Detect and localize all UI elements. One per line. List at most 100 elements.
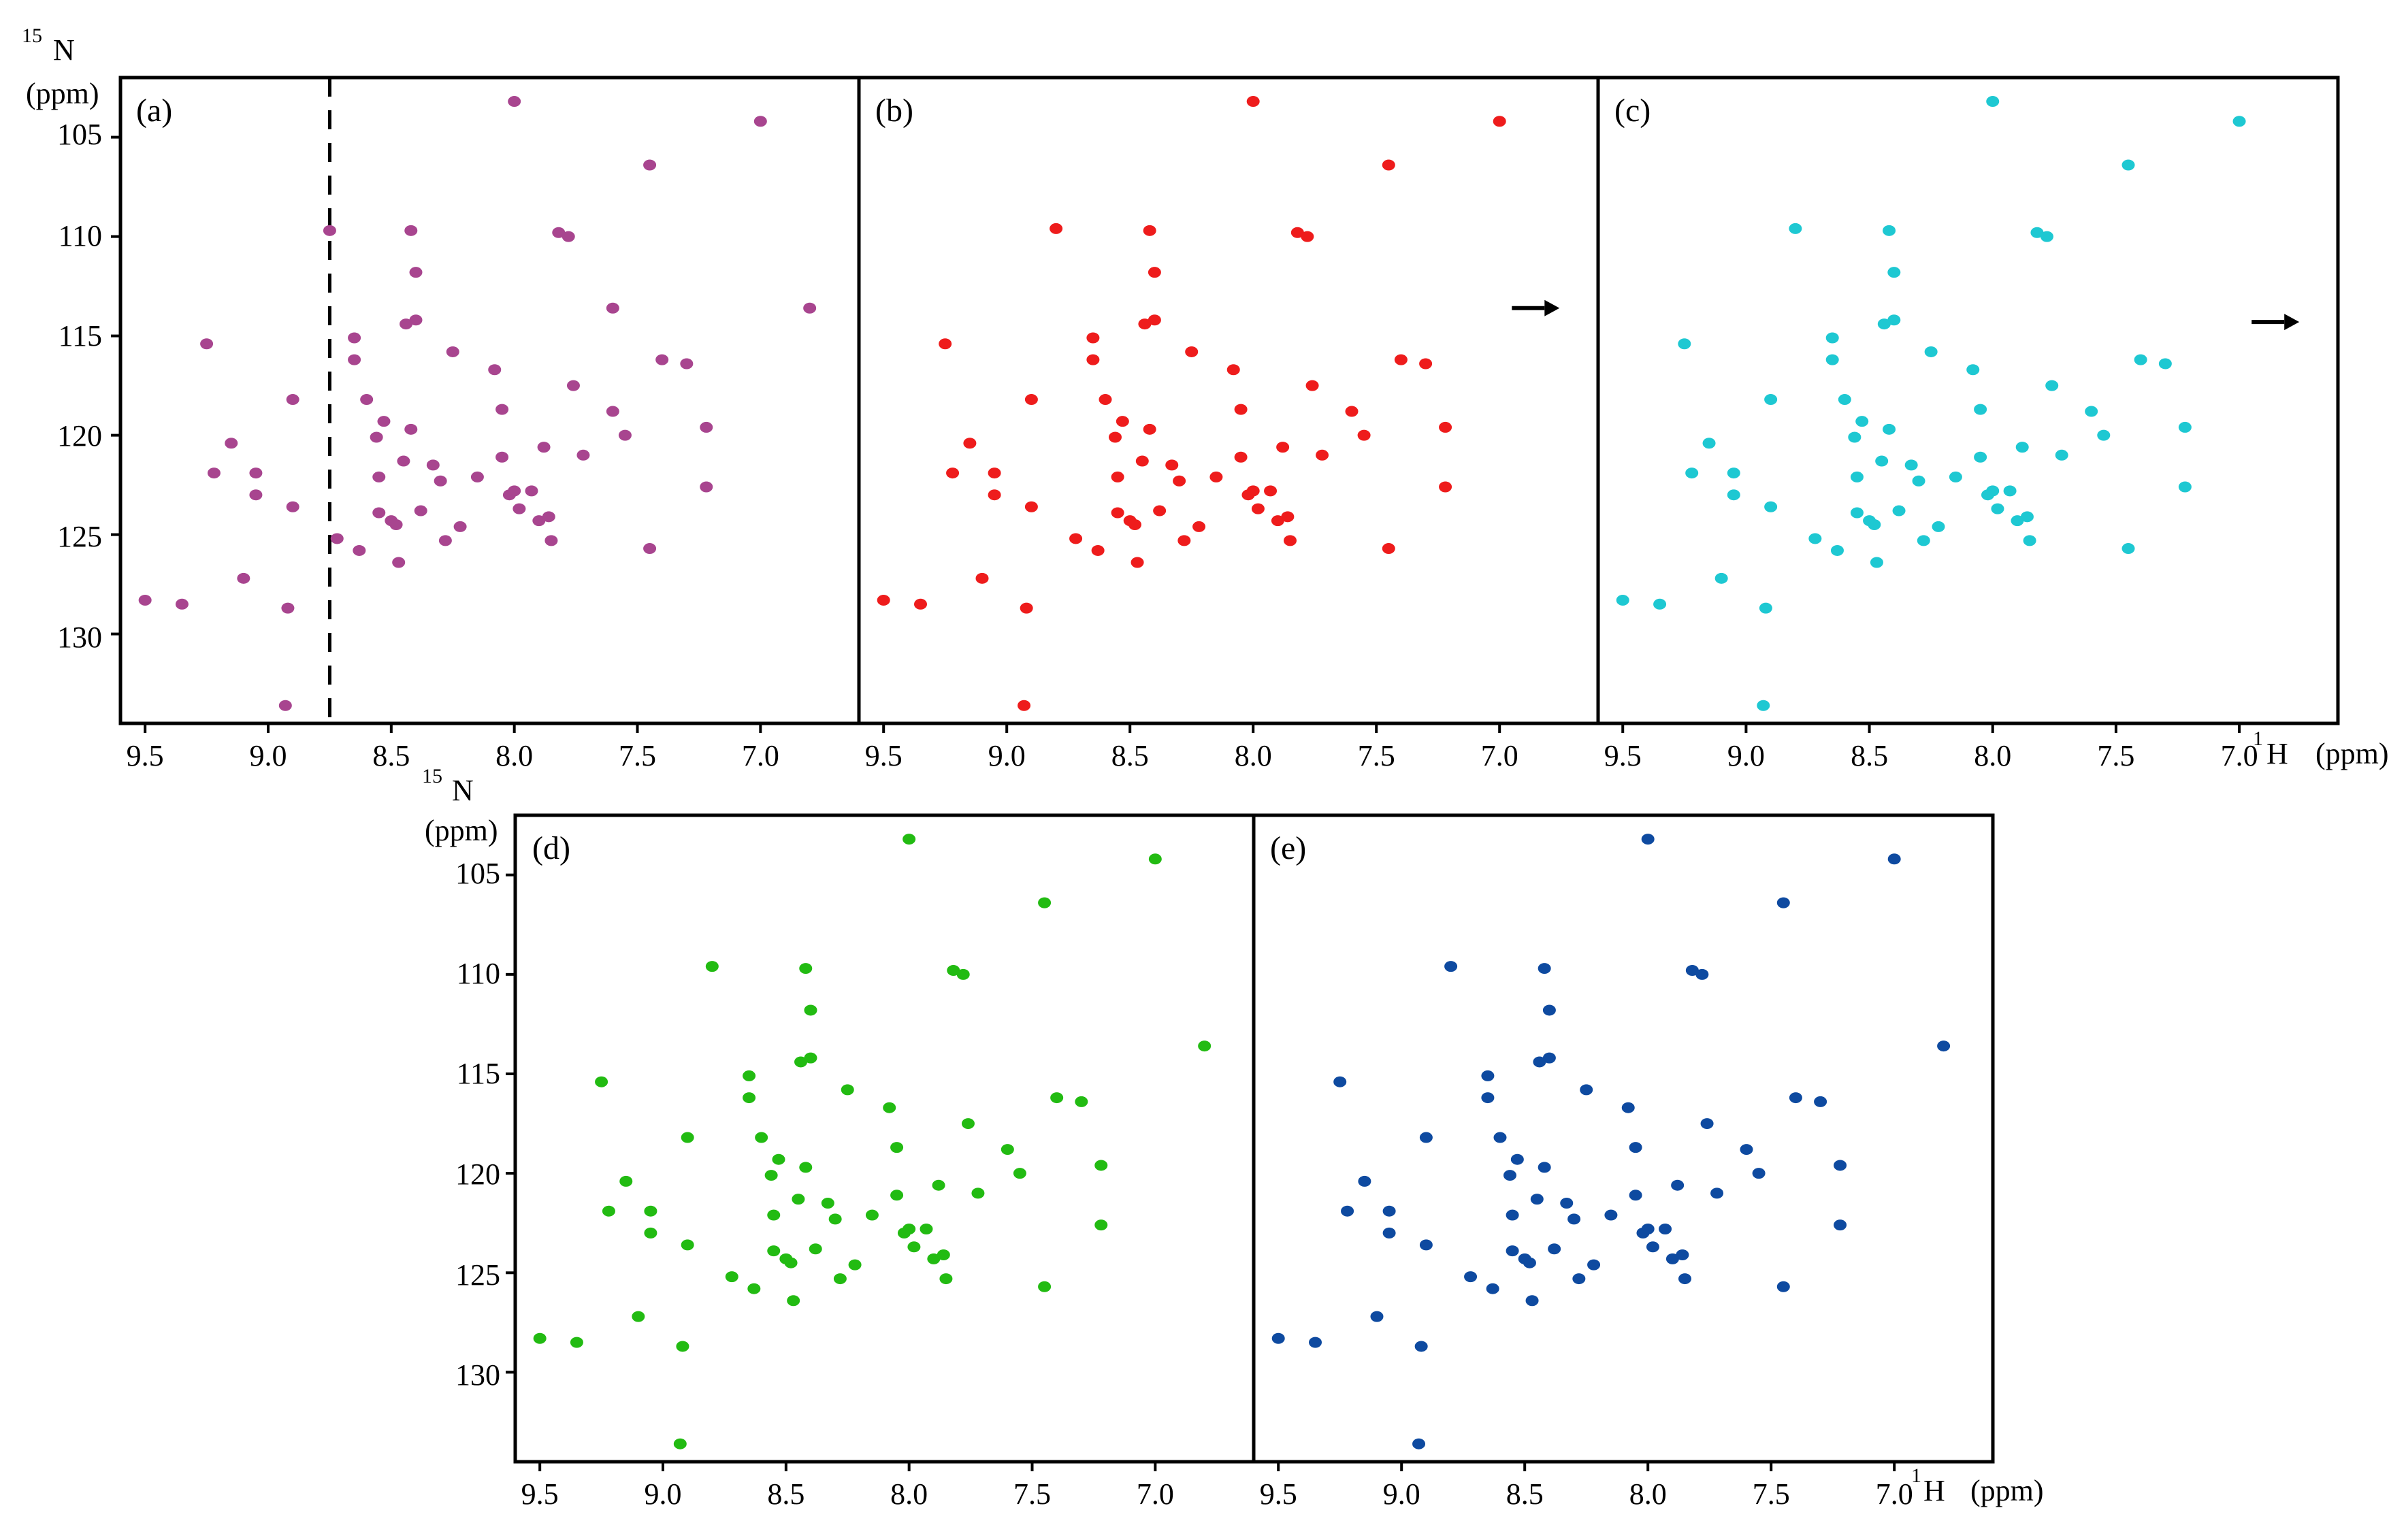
row2-y-tick-label: 115: [457, 1057, 500, 1090]
nmr-peak: [537, 442, 551, 453]
nmr-peak: [281, 602, 295, 614]
nmr-peak: [1486, 1283, 1499, 1294]
nmr-peak: [1148, 853, 1162, 865]
nmr-peak: [772, 1153, 785, 1165]
nmr-peak: [961, 1118, 975, 1130]
nmr-peak: [360, 394, 374, 406]
nmr-peak: [576, 449, 590, 461]
nmr-peak: [1439, 481, 1452, 493]
panel-d: (d) 9.5 9.0 8.5 8.0 7.5 7.0: [506, 813, 1256, 1511]
nmr-peak: [508, 96, 521, 108]
nmr-peak: [1917, 535, 1930, 546]
nmr-peak: [1685, 468, 1699, 479]
nmr-peak: [1757, 700, 1770, 711]
nmr-peak: [1419, 1239, 1433, 1251]
nmr-peak: [890, 1142, 904, 1153]
nmr-peak: [883, 1102, 896, 1113]
nmr-peak: [1616, 594, 1629, 606]
nmr-peak: [1246, 96, 1260, 108]
x-tick-label: 9.0: [1727, 739, 1765, 772]
nmr-peak: [988, 489, 1001, 501]
nmr-peak: [1848, 431, 1862, 443]
nmr-peak: [2121, 159, 2135, 171]
nmr-peak: [1752, 1168, 1766, 1179]
row1-h-unit: (ppm): [2315, 737, 2389, 770]
row2-y-tick-label: 105: [455, 857, 500, 890]
nmr-peak: [1094, 1219, 1108, 1231]
nmr-peak: [767, 1245, 781, 1257]
nmr-peak: [1481, 1070, 1495, 1081]
nmr-peak: [1370, 1311, 1384, 1322]
nmr-peak: [2055, 449, 2068, 461]
x-tick-label: 7.0: [742, 739, 779, 772]
nmr-peak: [1333, 1076, 1347, 1087]
nmr-peak: [1949, 471, 1962, 482]
nmr-peak: [1481, 1092, 1495, 1104]
nmr-peak: [1676, 1249, 1689, 1260]
x-tick-label: 8.5: [372, 739, 410, 772]
panel-e: (e) 9.5 9.0 8.5 8.0 7.5 7.0: [1252, 813, 1995, 1511]
nmr-peak: [1727, 489, 1740, 501]
nmr-peak: [1251, 503, 1265, 514]
nmr-peak: [956, 968, 970, 980]
x-tick-label: 7.0: [1481, 739, 1518, 772]
nmr-peak: [1111, 471, 1124, 482]
nmr-peak: [237, 572, 250, 584]
row1-n-unit: (ppm): [26, 77, 99, 110]
x-tick-label: 9.0: [988, 739, 1026, 772]
nmr-peak: [1868, 519, 1881, 530]
nmr-peak: [1038, 897, 1052, 908]
nmr-peak: [330, 533, 344, 544]
nmr-peak: [1875, 455, 1889, 467]
nmr-peak: [1834, 1219, 1847, 1231]
row2-n-unit: (ppm): [425, 814, 498, 847]
nmr-peak: [372, 507, 386, 519]
nmr-peak: [971, 1187, 985, 1199]
nmr-peak: [841, 1084, 854, 1096]
nmr-peak: [1542, 1004, 1556, 1016]
x-tick-label: 9.5: [865, 739, 903, 772]
nmr-peak: [278, 700, 292, 711]
panel-label: (b): [875, 93, 913, 129]
nmr-peak: [1932, 521, 1945, 532]
nmr-peak: [1357, 429, 1371, 441]
nmr-peak: [1382, 1205, 1396, 1217]
nmr-peak: [890, 1190, 904, 1201]
nmr-peak: [1887, 267, 1901, 278]
plot-frame: [857, 76, 1600, 725]
nmr-peak: [1234, 404, 1248, 415]
arrow-head: [1544, 299, 1560, 316]
nmr-peak: [1604, 1209, 1618, 1221]
x-tick-label: 9.5: [1260, 1477, 1297, 1511]
nmr-peak: [747, 1283, 761, 1294]
nmr-peak: [286, 501, 299, 512]
nmr-peak: [1572, 1273, 1586, 1285]
nmr-peak: [1883, 225, 1896, 236]
row1-n-axis-title: 15 N (ppm): [22, 24, 99, 110]
nmr-peak: [1503, 1170, 1516, 1181]
nmr-peak: [488, 364, 502, 376]
nmr-peak: [1974, 451, 1987, 463]
x-tick-label: 8.0: [1629, 1477, 1667, 1511]
nmr-peak: [792, 1194, 805, 1205]
nmr-peak: [725, 1271, 738, 1283]
nmr-peak: [602, 1205, 615, 1217]
nmr-peak: [175, 598, 189, 610]
plot-frame: [513, 813, 1256, 1464]
nmr-peak: [1091, 544, 1105, 556]
nmr-peak: [1316, 449, 1329, 461]
panel-label: (c): [1614, 93, 1651, 129]
nmr-peak: [799, 1162, 813, 1173]
row1-y-tick-label: 105: [57, 118, 102, 151]
nmr-peak: [138, 594, 152, 606]
nmr-peak: [1024, 394, 1038, 406]
nmr-peak: [963, 438, 977, 449]
nmr-peak: [495, 451, 509, 463]
x-tick-label: 9.5: [1604, 739, 1642, 772]
nmr-peak: [495, 404, 509, 415]
nmr-peak: [1094, 1160, 1108, 1171]
row1-h-axis-title: 1 H (ppm): [2253, 727, 2389, 770]
nmr-peak: [1740, 1144, 1753, 1156]
nmr-peak: [764, 1170, 778, 1181]
nmr-peak: [1099, 394, 1112, 406]
